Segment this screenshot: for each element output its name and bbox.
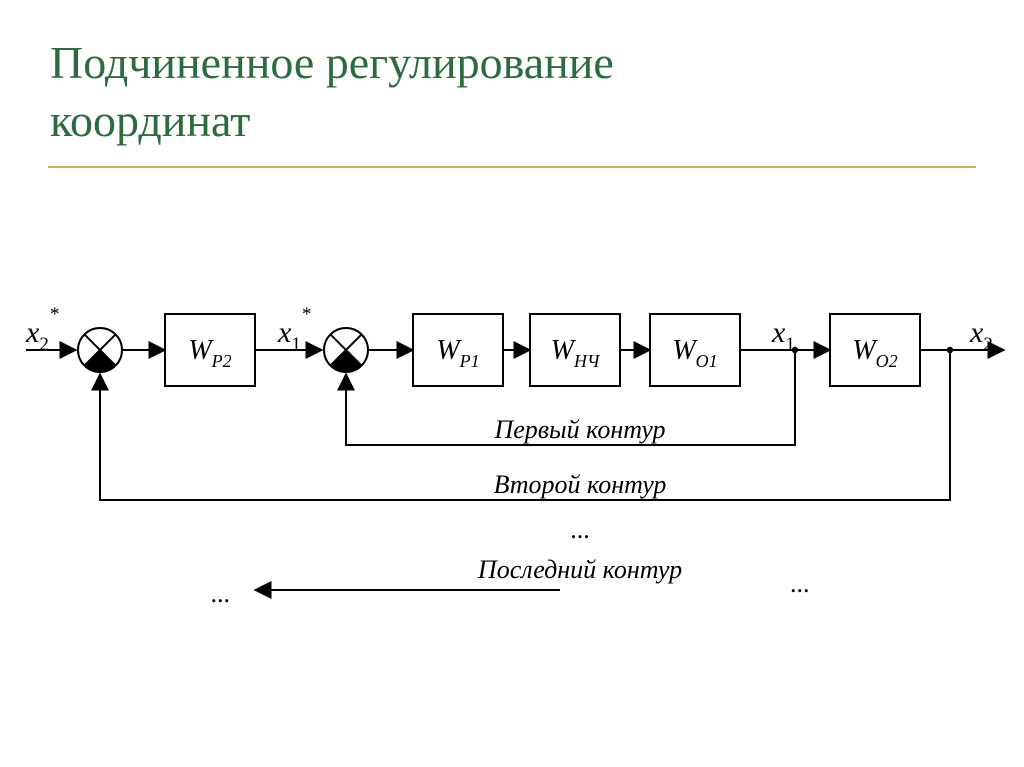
loop-label-loop1: Первый контур [493,415,665,444]
diagram-svg: WР2WР1WНЧWО1WО2x2*x1*x1x2Первый контурВт… [20,280,1010,710]
signal-x1star-star: * [302,304,312,325]
summer-sum2 [324,328,368,372]
title-line-2: координат [50,95,250,146]
summer-sum1 [78,328,122,372]
slide-title: Подчиненное регулирование координат [50,34,950,149]
loop-label-loop2: Второй контур [494,470,667,499]
title-underline [48,166,976,168]
block-wnc [530,314,620,386]
slide: Подчиненное регулирование координат WР2W… [0,0,1024,767]
block-diagram: WР2WР1WНЧWО1WО2x2*x1*x1x2Первый контурВт… [20,280,1010,710]
title-line-1: Подчиненное регулирование [50,37,614,88]
ellipsis-right: ... [790,569,810,598]
loop-label-last: Последний контур [477,555,682,584]
ellipsis-center: ... [570,515,590,544]
ellipsis-left: ... [211,579,231,608]
signal-x2star-star: * [50,304,60,325]
